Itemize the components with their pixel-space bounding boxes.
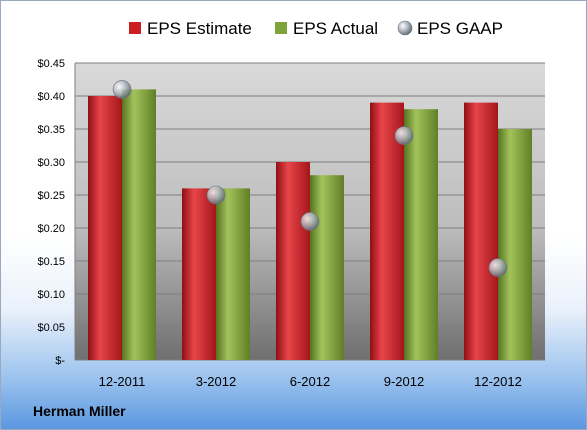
y-tick-label: $- [55,355,65,367]
eps-gaap-point [112,80,132,99]
company-label: Herman Miller [33,403,126,419]
eps-actual-bar [122,89,156,361]
eps-gaap-point [206,185,226,205]
y-tick-label: $0.20 [37,223,65,235]
eps-actual-bar [404,109,438,360]
y-tick-label: $0.15 [37,256,65,268]
eps-actual-bar [498,129,532,360]
eps-estimate-bar [370,102,404,360]
x-tick-label: 6-2012 [290,374,330,389]
y-tick-label: $0.05 [37,322,65,334]
legend-label: EPS Estimate [147,19,252,38]
eps-gaap-point [488,258,508,277]
eps-estimate-bar [88,96,122,360]
x-tick-label: 9-2012 [384,374,424,389]
legend-swatch-actual [275,22,287,34]
y-tick-label: $0.10 [37,289,65,301]
eps-estimate-bar [464,102,498,360]
eps-gaap-point [300,212,320,231]
y-tick-label: $0.25 [37,190,65,202]
x-tick-label: 3-2012 [196,374,236,389]
legend-swatch-gaap [397,20,413,36]
eps-estimate-bar [182,188,216,360]
y-tick-label: $0.40 [37,91,65,103]
y-tick-label: $0.30 [37,157,65,169]
eps-estimate-bar [276,162,310,360]
eps-actual-bar [216,188,250,360]
x-tick-label: 12-2011 [99,374,146,389]
x-tick-label: 12-2012 [474,374,522,389]
eps-gaap-point [394,126,414,145]
legend-label: EPS Actual [293,19,378,38]
legend-label: EPS GAAP [417,19,503,38]
legend-swatch-estimate [129,22,141,34]
eps-actual-bar [310,175,344,360]
y-tick-label: $0.35 [37,124,65,136]
y-tick-label: $0.45 [37,58,65,70]
